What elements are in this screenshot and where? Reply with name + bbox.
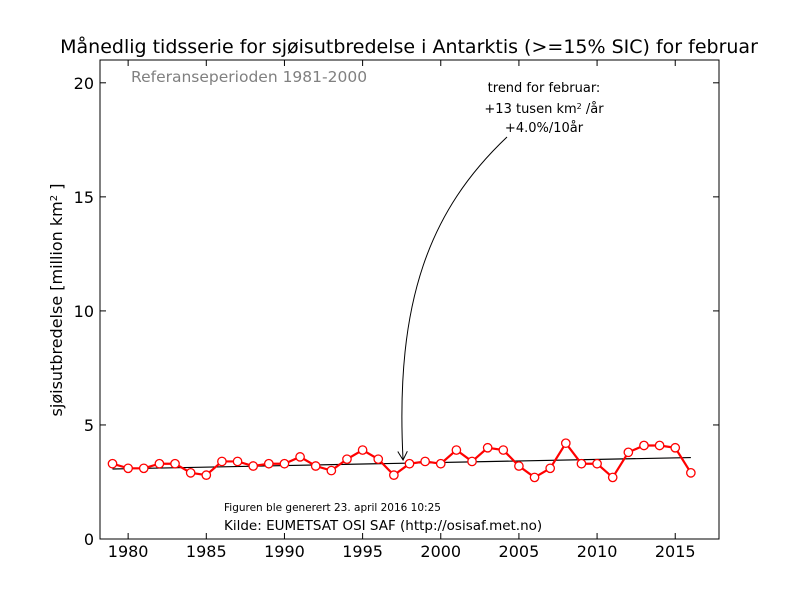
data-point xyxy=(123,463,133,474)
source-credit: Kilde: EUMETSAT OSI SAF (http://osisaf.m… xyxy=(224,518,542,534)
data-point xyxy=(263,458,274,469)
x-axis-ticks: 1980 1985 1990 1995 2000 2005 2010 2015 xyxy=(108,60,696,561)
x-tick-label: 1980 xyxy=(108,542,149,561)
data-point xyxy=(467,456,477,467)
data-point xyxy=(217,456,227,467)
y-axis-ticks: 0 5 10 15 20 xyxy=(74,74,719,549)
trend-annotation-line1: trend for februar: xyxy=(488,81,601,96)
series-group xyxy=(107,438,696,483)
x-tick-label: 2000 xyxy=(420,542,461,561)
data-point xyxy=(201,470,212,480)
data-point xyxy=(576,458,587,469)
data-point xyxy=(529,472,540,483)
generated-timestamp: Figuren ble generert 23. april 2016 10:2… xyxy=(224,502,441,514)
data-point xyxy=(154,458,165,469)
chart-title: Månedlig tidsserie for sjøisutbredelse i… xyxy=(60,35,758,58)
data-point xyxy=(138,463,149,474)
trend-annotation-line2: +13 tusen km2 /år xyxy=(484,102,604,118)
trend-annotation-line3: +4.0%/10år xyxy=(505,121,584,136)
data-point xyxy=(279,458,290,469)
y-tick-label: 5 xyxy=(84,416,94,435)
data-point xyxy=(670,442,681,453)
data-point xyxy=(560,438,571,449)
data-point xyxy=(295,452,305,462)
x-tick-label: 1990 xyxy=(264,542,305,561)
data-point xyxy=(498,445,509,455)
data-point xyxy=(592,458,602,469)
x-tick-label: 1995 xyxy=(342,542,383,561)
data-point xyxy=(545,463,556,474)
data-point xyxy=(310,461,321,471)
y-tick-label: 20 xyxy=(74,74,94,93)
data-point xyxy=(420,456,430,467)
x-tick-label: 2010 xyxy=(577,542,618,561)
data-point xyxy=(514,461,524,471)
data-point xyxy=(435,458,446,469)
y-axis-label-main: sjøisutbredelse [million km xyxy=(47,201,66,416)
trend-annotation-line2-superscript: 2 xyxy=(577,102,582,111)
y-tick-label: 15 xyxy=(74,188,94,207)
data-point xyxy=(607,472,618,483)
data-point xyxy=(248,461,259,471)
data-point xyxy=(404,458,415,469)
trend-annotation-line2-b: /år xyxy=(582,102,604,117)
trend-line-group xyxy=(112,456,691,470)
data-point xyxy=(357,445,368,455)
data-point xyxy=(623,447,634,458)
reference-period-label: Referanseperioden 1981-2000 xyxy=(131,68,367,86)
trend-annotation-arrow xyxy=(402,136,508,459)
y-axis-label-end: ] xyxy=(47,184,66,195)
y-tick-label: 0 xyxy=(84,530,94,549)
x-tick-label: 2015 xyxy=(655,542,696,561)
data-point xyxy=(639,440,649,451)
y-tick-label: 10 xyxy=(74,302,94,321)
data-point xyxy=(389,470,399,480)
data-point xyxy=(654,440,665,451)
data-point xyxy=(451,445,462,455)
data-point xyxy=(170,458,180,469)
data-point xyxy=(342,454,352,465)
data-point xyxy=(482,442,493,453)
data-point xyxy=(686,468,696,478)
y-axis-label: sjøisutbredelse [million km2 ] xyxy=(47,184,66,417)
data-point xyxy=(107,458,118,469)
y-axis-label-superscript: 2 xyxy=(49,195,60,201)
trend-line xyxy=(112,456,691,470)
x-tick-label: 1985 xyxy=(186,542,227,561)
data-point xyxy=(232,456,243,467)
data-point xyxy=(373,454,384,465)
trend-annotation-line2-a: +13 tusen km xyxy=(484,102,576,117)
data-point xyxy=(185,468,196,478)
x-tick-label: 2005 xyxy=(499,542,540,561)
data-point xyxy=(326,465,337,476)
